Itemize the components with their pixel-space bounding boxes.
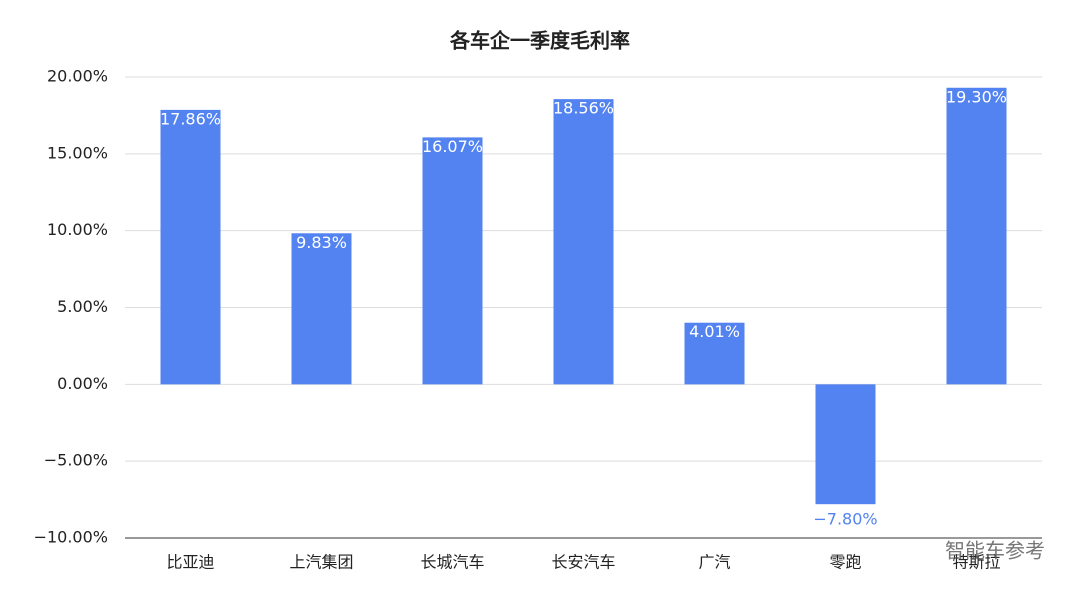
value-label: 19.30%	[946, 87, 1007, 106]
value-label: −7.80%	[813, 510, 877, 529]
bar	[684, 322, 745, 385]
x-tick-label: 上汽集团	[289, 553, 353, 572]
x-tick-label: 广汽	[698, 553, 730, 572]
bar	[815, 384, 876, 505]
chart-title: 各车企一季度毛利率	[449, 29, 630, 53]
value-label: 18.56%	[553, 99, 614, 118]
value-label: 16.07%	[422, 137, 483, 156]
y-tick-label: −5.00%	[44, 451, 108, 470]
y-tick-label: −10.00%	[34, 528, 108, 547]
watermark: 智能车参考	[945, 539, 1045, 563]
y-tick-label: 20.00%	[47, 67, 108, 86]
bar	[291, 233, 352, 385]
value-label: 17.86%	[160, 109, 221, 128]
x-tick-label: 长城汽车	[420, 553, 484, 572]
x-tick-label: 零跑	[829, 553, 861, 572]
y-tick-label: 15.00%	[47, 143, 108, 162]
y-tick-label: 0.00%	[57, 374, 108, 393]
bar	[946, 87, 1007, 385]
bar	[160, 109, 221, 385]
value-label: 4.01%	[689, 322, 740, 341]
y-tick-label: 5.00%	[57, 297, 108, 316]
bar	[422, 137, 483, 385]
x-tick-label: 比亚迪	[166, 553, 214, 572]
bar	[553, 99, 614, 385]
value-label: 9.83%	[296, 233, 347, 252]
x-tick-label: 长安汽车	[551, 553, 615, 572]
y-tick-label: 10.00%	[47, 220, 108, 239]
x-tick-label: 特斯拉	[952, 553, 1000, 572]
